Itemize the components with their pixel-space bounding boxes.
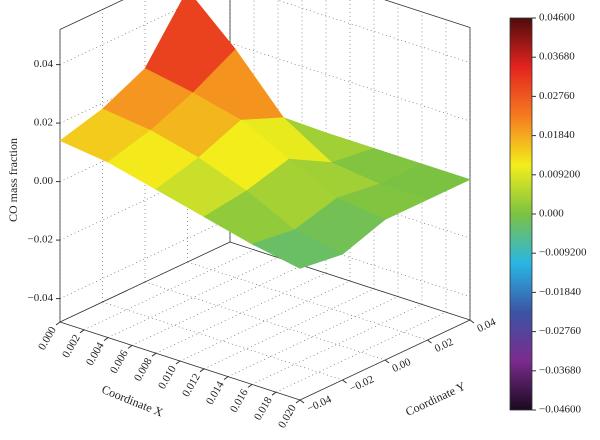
colorbar-tick-label: −0.03680: [539, 364, 581, 376]
colorbar-tick-label: −0.04600: [539, 404, 581, 416]
x-tick-label: 0.018: [252, 395, 275, 423]
grid-line: [144, 281, 386, 361]
y-axis-title: Coordinate Y: [403, 379, 468, 419]
tick: [469, 319, 475, 324]
colorbar-tick-label: 0.009200: [539, 168, 581, 180]
x-tick-label: 0.002: [60, 333, 83, 360]
z-tick-label: −0.02: [28, 234, 53, 246]
x-tick-label: 0.008: [132, 356, 155, 384]
x-tick-label: 0.016: [228, 387, 251, 415]
z-tick-label: 0.00: [34, 175, 54, 187]
tick: [342, 379, 347, 384]
box-edge: [229, 241, 471, 321]
x-tick-label: 0.012: [180, 372, 203, 399]
grid-line: [83, 249, 255, 331]
colorbar-tick-label: 0.04600: [539, 12, 575, 24]
y-tick-label: 0.02: [433, 336, 456, 355]
colorbar-tick-label: −0.02760: [539, 325, 581, 337]
z-axis-title: CO mass fraction: [6, 138, 20, 222]
y-tick-label: −0.02: [348, 373, 376, 395]
tick: [247, 383, 253, 388]
tick: [299, 399, 305, 404]
x-tick-label: 0.004: [84, 340, 107, 368]
x-tick-label: 0.000: [36, 324, 59, 352]
z-tick-label: 0.02: [34, 117, 53, 129]
z-tick-label: −0.04: [28, 292, 54, 304]
y-tick-label: 0.04: [475, 316, 498, 335]
colorbar-tick-label: 0.03680: [539, 51, 575, 63]
colorbar-tick-label: −0.009200: [539, 247, 587, 259]
tick: [271, 391, 277, 396]
grid-line: [155, 272, 327, 354]
colorbar: [509, 17, 533, 411]
tick: [295, 399, 301, 404]
tick: [103, 337, 109, 342]
grid-line: [107, 257, 279, 338]
tick: [151, 352, 157, 357]
z-tick-label: 0.04: [34, 58, 54, 70]
grid-line: [179, 280, 351, 362]
x-tick-label: 0.014: [204, 379, 227, 407]
tick: [199, 368, 205, 373]
grid-line: [275, 311, 447, 393]
y-tick-label: 0.00: [390, 356, 413, 375]
x-tick-label: 0.010: [156, 363, 179, 391]
tick: [79, 329, 85, 334]
box-edge: [384, 0, 471, 28]
tick: [55, 321, 61, 326]
colorbar-tick-label: 0.000: [539, 208, 564, 220]
x-tick-label: 0.006: [108, 348, 131, 376]
colorbar-tick-label: −0.01840: [539, 286, 581, 298]
tick: [127, 344, 133, 349]
grid-line: [203, 288, 375, 370]
colorbar-tick-label: 0.02760: [539, 90, 575, 102]
box-edge: [59, 0, 124, 30]
box-edge: [59, 241, 231, 323]
tick: [384, 359, 390, 364]
x-axis-title: Coordinate X: [100, 382, 166, 419]
tick: [175, 360, 181, 365]
colorbar-tick-label: 0.01840: [539, 129, 575, 141]
grid-line: [131, 265, 303, 346]
grid-line: [227, 296, 399, 377]
grid-line: [59, 218, 231, 299]
grid-line: [251, 304, 423, 385]
tick: [223, 376, 229, 381]
grid-line: [276, 0, 471, 63]
surface-patch: [251, 229, 344, 269]
x-tick-label: 0.020: [276, 402, 299, 430]
y-tick-label: −0.04: [305, 393, 334, 415]
tick: [427, 339, 432, 344]
